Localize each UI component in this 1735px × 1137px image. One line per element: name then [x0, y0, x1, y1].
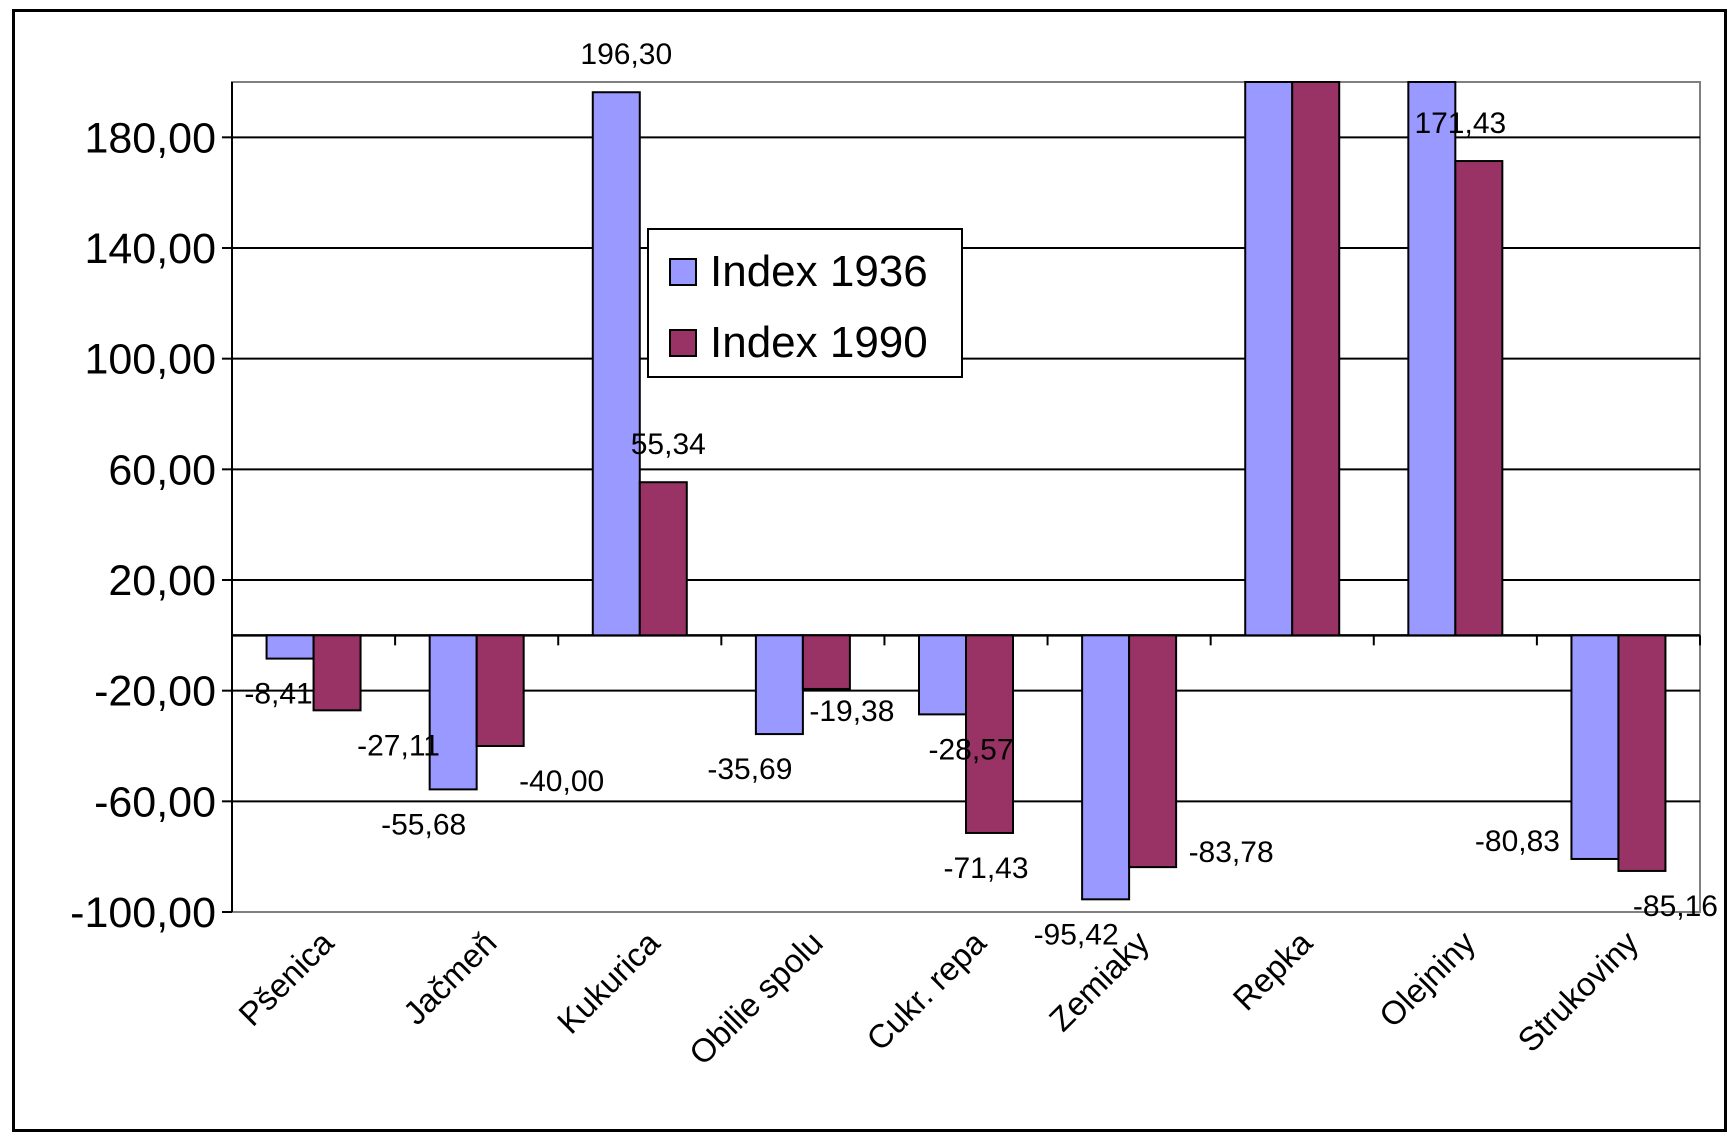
category-label: Repka [1226, 923, 1320, 1017]
y-tick-label: 180,00 [84, 114, 216, 162]
y-tick-label: 100,00 [84, 336, 216, 384]
data-label: -8,41 [244, 678, 312, 711]
data-label: 196,30 [580, 38, 672, 71]
category-label: Strukoviny [1510, 923, 1645, 1058]
category-label: Pšenica [231, 923, 341, 1033]
legend-swatch [669, 258, 697, 286]
y-tick-label: 60,00 [108, 446, 216, 494]
y-tick-label: -20,00 [94, 668, 216, 716]
bar-index-1990 [1128, 634, 1178, 869]
bar-index-1990 [801, 634, 851, 690]
data-label: -28,57 [928, 733, 1013, 766]
data-label: -95,42 [1034, 918, 1119, 951]
bar-index-1990 [475, 634, 525, 747]
data-label: -27,11 [357, 729, 440, 762]
bar-index-1936 [754, 634, 804, 736]
bar-index-1990 [638, 481, 688, 637]
y-tick-label: -100,00 [70, 889, 216, 937]
data-label: 55,34 [631, 428, 706, 461]
legend-swatch [669, 329, 697, 357]
bar-index-1936 [428, 634, 478, 791]
bar-index-1936 [1407, 81, 1457, 637]
bar-index-1990 [1617, 634, 1667, 872]
data-label: 171,43 [1414, 107, 1506, 140]
category-label: Obilie spolu [682, 924, 830, 1072]
category-label: Kukurica [550, 923, 667, 1040]
bar-index-1936 [1244, 81, 1294, 637]
bar-index-1990 [965, 634, 1014, 834]
legend-label: Index 1990 [710, 318, 928, 367]
data-label: -71,43 [943, 852, 1028, 885]
data-label: -19,38 [809, 695, 894, 728]
bar-index-1936 [591, 91, 641, 637]
bar-index-1990 [1291, 81, 1341, 637]
legend-label: Index 1936 [710, 247, 928, 296]
bar-index-1936 [265, 634, 315, 660]
data-label: -55,68 [381, 808, 466, 841]
data-label: -40,00 [519, 765, 604, 798]
bar-index-1936 [1081, 634, 1131, 901]
category-label: Jačmeň [396, 924, 504, 1032]
bar-index-1936 [918, 634, 967, 716]
data-label: -83,78 [1189, 836, 1274, 869]
data-label: -80,83 [1475, 825, 1560, 858]
category-label: Olejniny [1372, 923, 1483, 1034]
data-label: -35,69 [707, 753, 792, 786]
bar-index-1990 [1454, 160, 1504, 637]
bar-index-1936 [1570, 634, 1620, 860]
y-tick-label: 140,00 [84, 225, 216, 273]
legend-box [647, 228, 963, 378]
y-tick-label: -60,00 [94, 778, 216, 826]
category-label: Cukr. repa [859, 923, 993, 1057]
data-label: -85,16 [1633, 890, 1718, 923]
bar-index-1990 [312, 634, 362, 712]
y-tick-label: 20,00 [108, 557, 216, 605]
